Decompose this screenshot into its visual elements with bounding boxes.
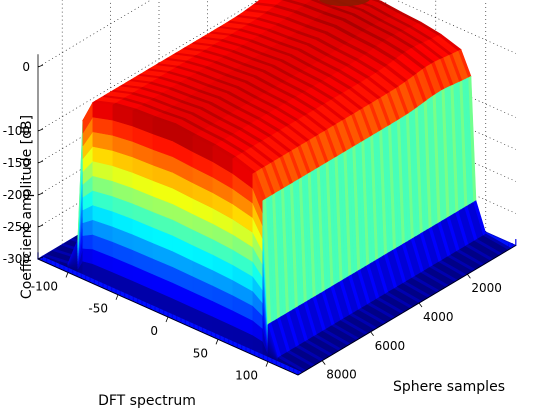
z-tick-label: -250 [3,220,30,234]
x-tick-mark [165,316,169,323]
x-tick-label: 0 [150,324,158,338]
tick-labels: -300 -250 -200 -150 -100 0 -100 -50 0 50 100 2000 40… [3,60,502,383]
z-tick-label: -300 [3,252,30,266]
z-tick-label: -100 [3,124,30,138]
z-tick-mark [37,192,44,196]
surface-end-face [92,102,114,121]
z-tick-mark [37,64,44,68]
z-tick-mark [37,128,44,132]
y-tick-label: 2000 [471,281,502,295]
z-tick-label: 0 [22,60,30,74]
y-tick-mark [370,331,374,337]
z-tick-label: -200 [3,188,30,202]
z-tick-mark [37,160,44,164]
z-tick-label: -150 [3,156,30,170]
x-tick-mark [115,294,119,300]
x-tick-label: 50 [193,346,208,360]
x-tick-label: 100 [235,369,258,383]
y-tick-label: 4000 [423,310,454,324]
x-tick-label: -100 [31,279,58,293]
y-tick-mark [418,302,423,308]
y-axis-label: Sphere samples [393,379,505,395]
x-axis-label: DFT spectrum [98,393,196,409]
surface-end-face [82,248,94,265]
z-axis-label: Coefficient amplitude [dB] [19,115,35,299]
x-tick-mark [65,272,69,278]
surface-ridge [42,0,512,373]
y-tick-mark [467,273,471,279]
y-axis-line [297,245,517,376]
y-tick-mark [321,360,326,365]
x-tick-mark [265,361,269,367]
x-tick-label: -50 [88,302,108,316]
surface-peak [319,0,370,7]
z-tick-mark [37,256,44,260]
surface-end-face [82,234,94,250]
z-tick-mark [37,224,44,228]
y-tick-label: 8000 [326,368,357,382]
surface-end-face [277,357,303,373]
x-tick-mark [215,339,219,345]
y-tick-label: 6000 [375,339,406,353]
